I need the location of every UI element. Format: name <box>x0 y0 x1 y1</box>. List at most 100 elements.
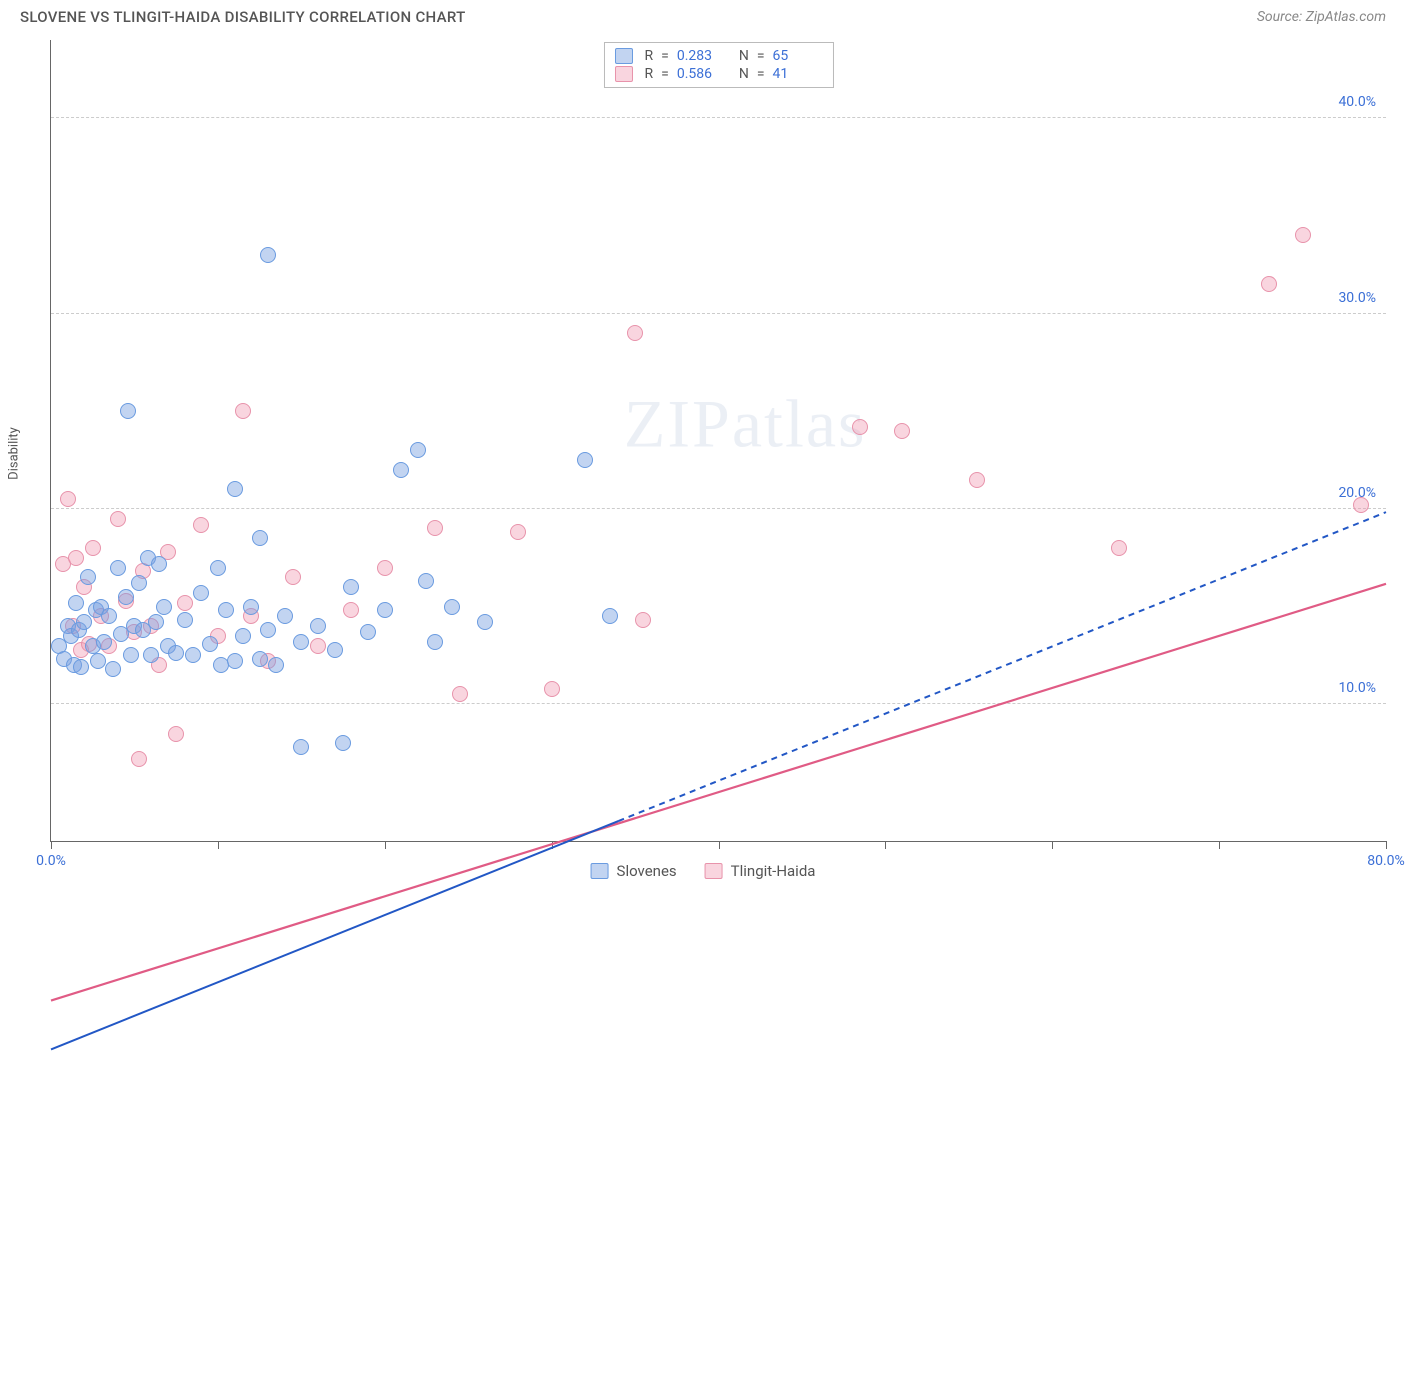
scatter-plot <box>51 40 1386 841</box>
series2-point <box>427 520 443 536</box>
series1-point <box>73 659 89 675</box>
series1-point <box>277 608 293 624</box>
series1-point <box>68 595 84 611</box>
series1-point <box>118 589 134 605</box>
series2-point <box>85 540 101 556</box>
series2-swatch-icon <box>614 66 632 82</box>
series2-point <box>177 595 193 611</box>
n-value-1: 65 <box>773 48 823 64</box>
series1-point <box>80 569 96 585</box>
series1-point <box>377 602 393 618</box>
series1-point <box>202 636 218 652</box>
series2-point <box>1111 540 1127 556</box>
series1-point <box>602 608 618 624</box>
chart-area: 10.0%20.0%30.0%40.0% 0.0%80.0% ZIPatlas … <box>50 40 1386 842</box>
series1-point <box>260 622 276 638</box>
series1-point <box>151 556 167 572</box>
series2-point <box>452 686 468 702</box>
series2-point <box>510 524 526 540</box>
series1-point <box>335 735 351 751</box>
series2-point <box>544 681 560 697</box>
series1-point <box>193 585 209 601</box>
equals-sign: = <box>661 66 669 82</box>
series2-point <box>377 560 393 576</box>
series1-point <box>293 739 309 755</box>
series1-point <box>96 634 112 650</box>
series1-point <box>101 608 117 624</box>
series2-point <box>635 612 651 628</box>
series1-point <box>410 442 426 458</box>
x-tick-label: 0.0% <box>36 853 66 869</box>
n-label: N <box>739 48 749 64</box>
r-value-2: 0.586 <box>677 66 727 82</box>
equals-sign: = <box>757 48 765 64</box>
series1-point <box>120 403 136 419</box>
series2-point <box>110 511 126 527</box>
series1-point <box>218 602 234 618</box>
series1-point <box>260 247 276 263</box>
series1-point <box>293 634 309 650</box>
series1-point <box>105 661 121 677</box>
series1-point <box>235 628 251 644</box>
series1-point <box>360 624 376 640</box>
series1-point <box>427 634 443 650</box>
series2-point <box>343 602 359 618</box>
equals-sign: = <box>757 66 765 82</box>
series2-point <box>1353 497 1369 513</box>
series2-point <box>894 423 910 439</box>
series2-point <box>68 550 84 566</box>
series1-point <box>227 653 243 669</box>
series1-point <box>327 642 343 658</box>
series2-point <box>168 726 184 742</box>
equals-sign: = <box>661 48 669 64</box>
series1-point <box>252 651 268 667</box>
series1-point <box>477 614 493 630</box>
stats-row-1: R = 0.283 N = 65 <box>614 47 822 65</box>
r-value-1: 0.283 <box>677 48 727 64</box>
r-label: R <box>644 66 653 82</box>
series2-point <box>235 403 251 419</box>
series1-swatch-icon <box>591 863 609 879</box>
series1-point <box>123 647 139 663</box>
series1-point <box>148 614 164 630</box>
n-value-2: 41 <box>773 66 823 82</box>
series1-point <box>418 573 434 589</box>
series2-point <box>60 491 76 507</box>
x-tick-label: 80.0% <box>1367 853 1405 869</box>
legend-label-2: Tlingit-Haida <box>731 862 816 880</box>
series1-point <box>185 647 201 663</box>
series1-point <box>343 579 359 595</box>
legend-label-1: Slovenes <box>617 862 677 880</box>
series1-point <box>252 530 268 546</box>
series2-point <box>1261 276 1277 292</box>
series1-point <box>393 462 409 478</box>
series1-point <box>243 599 259 615</box>
n-label: N <box>739 66 749 82</box>
series1-point <box>131 575 147 591</box>
series1-point <box>177 612 193 628</box>
series1-point <box>143 647 159 663</box>
series2-point <box>310 638 326 654</box>
series1-point <box>310 618 326 634</box>
series1-point <box>168 645 184 661</box>
stats-row-2: R = 0.586 N = 41 <box>614 65 822 83</box>
source-attribution: Source: ZipAtlas.com <box>1257 9 1386 25</box>
series2-point <box>627 325 643 341</box>
series2-point <box>285 569 301 585</box>
series1-point <box>110 560 126 576</box>
series2-point <box>852 419 868 435</box>
series2-point <box>131 751 147 767</box>
series1-point <box>90 653 106 669</box>
y-axis-label: Disability <box>7 427 22 480</box>
series1-point <box>156 599 172 615</box>
series1-point <box>577 452 593 468</box>
chart-title: SLOVENE VS TLINGIT-HAIDA DISABILITY CORR… <box>20 8 466 26</box>
series1-point <box>444 599 460 615</box>
series2-point <box>193 517 209 533</box>
legend-item-1: Slovenes <box>591 862 677 880</box>
stats-legend-box: R = 0.283 N = 65 R = 0.586 N = 41 <box>603 42 833 88</box>
r-label: R <box>644 48 653 64</box>
series1-point <box>268 657 284 673</box>
series1-swatch-icon <box>614 48 632 64</box>
series2-point <box>1295 227 1311 243</box>
